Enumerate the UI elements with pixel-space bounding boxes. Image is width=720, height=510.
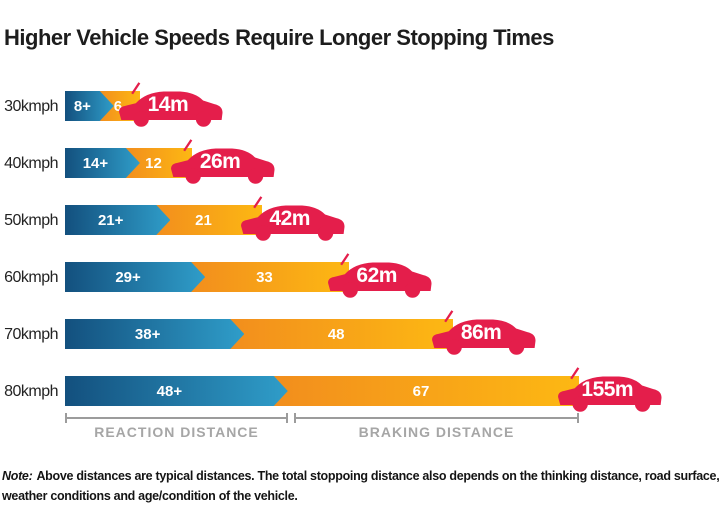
car-icon: 62m: [324, 253, 436, 300]
total-distance-label: 14m: [147, 93, 189, 116]
car-icon: 155m: [554, 367, 666, 414]
bracket-tick: [577, 413, 579, 423]
total-distance-label: 155m: [581, 378, 634, 401]
speed-label: 60kmph: [4, 268, 58, 286]
car-icon: 86m: [428, 310, 540, 357]
reaction-bar: 14+: [65, 148, 140, 178]
braking-value: 67: [412, 382, 430, 400]
total-distance-label: 42m: [269, 207, 310, 230]
reaction-bar: 38+: [65, 319, 244, 349]
chart-row: 80kmph 67 48+ 155m: [0, 363, 720, 420]
car-icon: 26m: [167, 139, 279, 186]
total-distance-label: 62m: [356, 264, 397, 287]
braking-value: 48: [327, 325, 345, 343]
note-line2: weather conditions and age/condition of …: [2, 489, 298, 503]
speed-label: 50kmph: [4, 211, 58, 229]
braking-distance-label: BRAKING DISTANCE: [358, 424, 515, 440]
bracket-tick: [294, 413, 296, 423]
chart-row: 60kmph 33 29+ 62m: [0, 249, 720, 306]
braking-bar: 33: [191, 262, 349, 292]
car-icon: 14m: [115, 82, 227, 129]
reaction-value: 48+: [156, 382, 183, 400]
speed-label: 40kmph: [4, 154, 58, 172]
chart-row: 40kmph 12 14+ 26m: [0, 135, 720, 192]
reaction-value: 29+: [115, 268, 141, 286]
reaction-value: 8+: [73, 97, 91, 115]
reaction-distance-label: REACTION DISTANCE: [94, 424, 259, 440]
reaction-bar: 29+: [65, 262, 205, 292]
reaction-bar: 48+: [65, 376, 288, 406]
car-icon: 42m: [237, 196, 349, 243]
speed-label: 30kmph: [4, 97, 58, 115]
braking-axis-bracket: [294, 413, 579, 423]
bracket-tick: [286, 413, 288, 423]
braking-bar: 48: [230, 319, 454, 349]
total-distance-label: 26m: [199, 150, 241, 173]
chart-title: Higher Vehicle Speeds Require Longer Sto…: [4, 25, 554, 50]
reaction-value: 14+: [82, 154, 109, 172]
chart-row: 50kmph 21 21+ 42m: [0, 192, 720, 249]
total-distance-label: 86m: [460, 321, 502, 344]
chart-row: 70kmph 48 38+ 86m: [0, 306, 720, 363]
reaction-value: 38+: [134, 325, 161, 343]
reaction-value: 21+: [97, 211, 124, 229]
note-prefix: Note:: [2, 469, 33, 483]
footnote: Note: Above distances are typical distanc…: [2, 466, 720, 506]
braking-value: 6: [113, 97, 123, 115]
braking-value: 33: [256, 268, 273, 286]
reaction-axis-bracket: [65, 413, 288, 423]
braking-value: 21: [195, 211, 212, 229]
speed-label: 70kmph: [4, 325, 58, 343]
braking-value: 12: [145, 154, 162, 172]
note-line1: Above distances are typical distances. T…: [36, 469, 720, 483]
reaction-bar: 21+: [65, 205, 170, 235]
chart-row: 30kmph 6 8+ 14m: [0, 78, 720, 135]
braking-bar: 67: [273, 376, 580, 406]
bracket-tick: [65, 413, 67, 423]
speed-label: 80kmph: [4, 382, 58, 400]
